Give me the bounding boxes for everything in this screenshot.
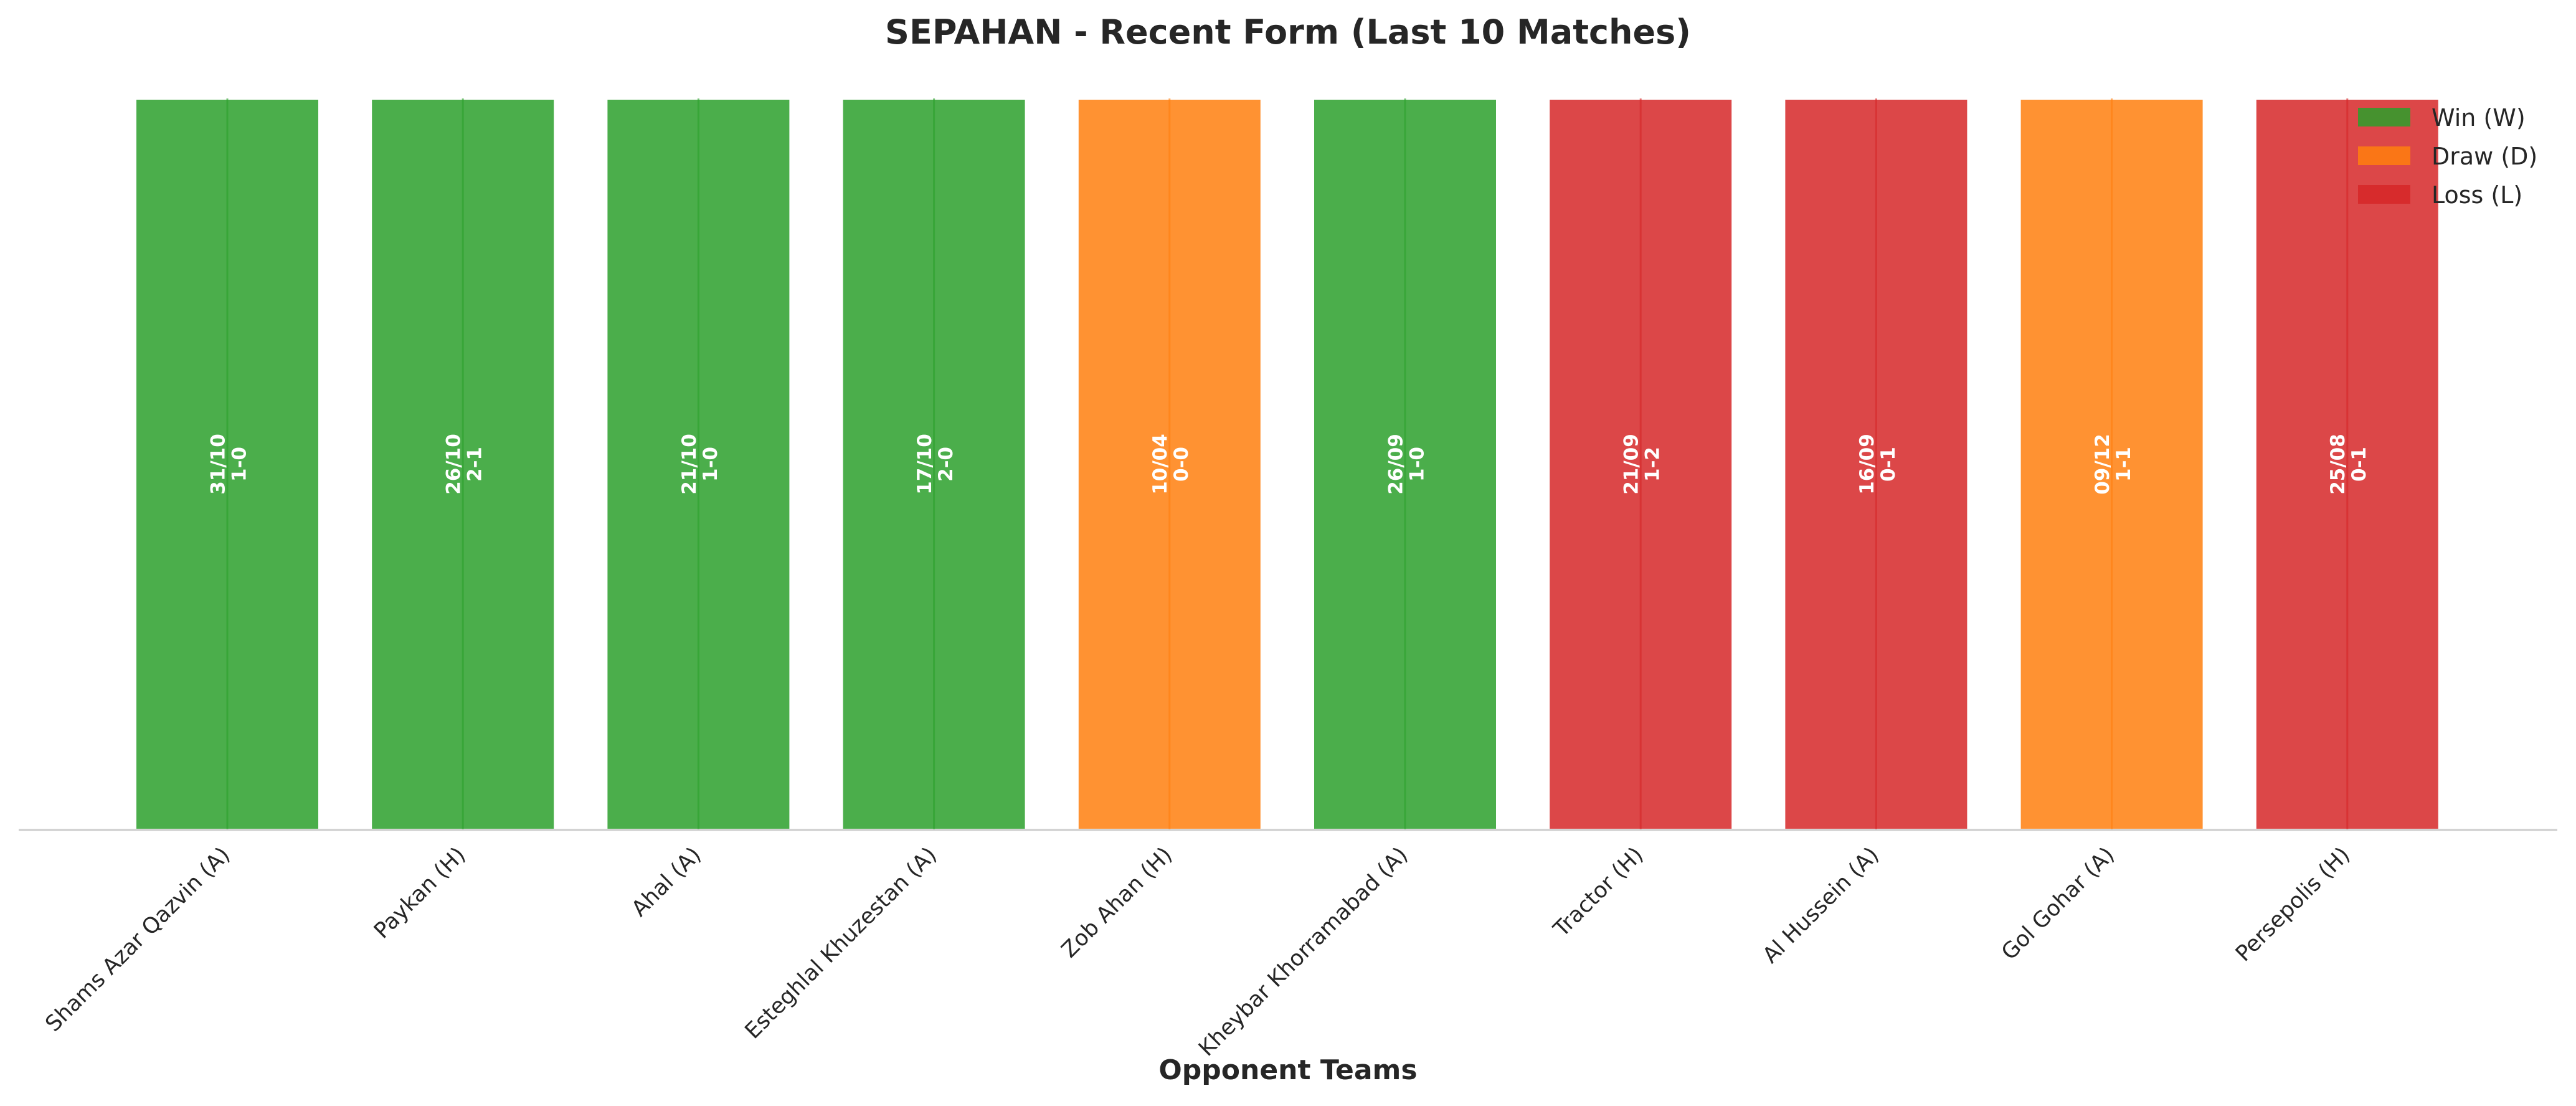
legend-label: Loss (L) (2432, 181, 2522, 209)
bar-group: 10/040-0 (1076, 97, 1263, 831)
bar-date: 26/09 (1385, 434, 1407, 495)
bar-score: 1-0 (1406, 447, 1428, 482)
bar-group: 21/101-0 (605, 97, 792, 831)
bar-group: 09/121-1 (2018, 97, 2205, 831)
bar-score: 1-1 (2113, 447, 2135, 482)
bar-group: 17/102-0 (840, 97, 1028, 831)
bar-label: 21/091-2 (1621, 434, 1664, 495)
x-tick-label: Esteghlal Khuzestan (A) (741, 842, 942, 1044)
x-tick-label: Gol Gohar (A) (1997, 842, 2119, 965)
bar-date: 09/12 (2091, 434, 2114, 495)
bar-label: 17/102-0 (914, 434, 957, 495)
legend-swatch (2358, 185, 2410, 204)
bar-score: 2-1 (464, 447, 486, 482)
bar-score: 1-0 (228, 447, 250, 482)
x-tick-label: Shams Azar Qazvin (A) (41, 842, 235, 1037)
bar-date: 21/09 (1621, 434, 1643, 495)
bar-label: 31/101-0 (207, 434, 250, 495)
bar-date: 10/04 (1149, 434, 1172, 495)
bars-layer: 31/101-0 26/102-1 21/101-0 17/102-0 10/040-0… (134, 97, 2441, 831)
bar-group: 21/091-2 (1547, 97, 1735, 831)
x-tick-label: Kheybar Khorramabad (A) (1194, 842, 1413, 1061)
x-tick-labels: Shams Azar Qazvin (A) Paykan (H) Ahal (A) E… (41, 842, 2356, 1061)
bar-group: 26/102-1 (369, 97, 557, 831)
x-tick-label: Al Hussein (A) (1758, 842, 1884, 968)
bar-score: 0-0 (1170, 447, 1193, 482)
bar-label: 10/040-0 (1149, 434, 1193, 495)
bar-label: 16/090-1 (1856, 434, 1900, 495)
bar-score: 1-2 (1642, 447, 1664, 482)
bar-date: 21/10 (678, 434, 701, 495)
bar-label: 09/121-1 (2091, 434, 2135, 495)
bar-group: 16/090-1 (1783, 97, 1970, 831)
bar-score: 1-0 (699, 447, 722, 482)
bar-date: 25/08 (2327, 434, 2349, 495)
bar-score: 0-1 (2348, 447, 2370, 482)
x-tick-label: Paykan (H) (369, 842, 470, 943)
bar-score: 2-0 (935, 447, 957, 482)
bar-group: 26/091-0 (1312, 97, 1499, 831)
bar-group: 25/080-1 (2253, 97, 2441, 831)
bar-date: 26/10 (443, 434, 465, 495)
x-tick-label: Persepolis (H) (2231, 842, 2355, 966)
legend-swatch (2358, 108, 2410, 126)
chart-title: SEPAHAN - Recent Form (Last 10 Matches) (885, 12, 1691, 52)
x-tick-label: Zob Ahan (H) (1057, 842, 1177, 963)
bar-date: 16/09 (1856, 434, 1878, 495)
bar-label: 26/102-1 (443, 434, 486, 495)
bar-score: 0-1 (1877, 447, 1900, 482)
legend: Win (W) Draw (D) Loss (L) (2358, 104, 2537, 209)
legend-label: Win (W) (2432, 104, 2526, 131)
bar-label: 25/080-1 (2327, 434, 2370, 495)
bar-label: 26/091-0 (1385, 434, 1428, 495)
bar-group: 31/101-0 (134, 97, 321, 831)
x-axis-label: Opponent Teams (1158, 1054, 1417, 1086)
bar-date: 17/10 (914, 434, 936, 495)
legend-swatch (2358, 146, 2410, 165)
x-tick-label: Ahal (A) (627, 842, 706, 922)
legend-label: Draw (D) (2432, 143, 2537, 170)
bar-date: 31/10 (207, 434, 229, 495)
bar-label: 21/101-0 (678, 434, 722, 495)
x-tick-label: Tractor (H) (1548, 842, 1648, 942)
